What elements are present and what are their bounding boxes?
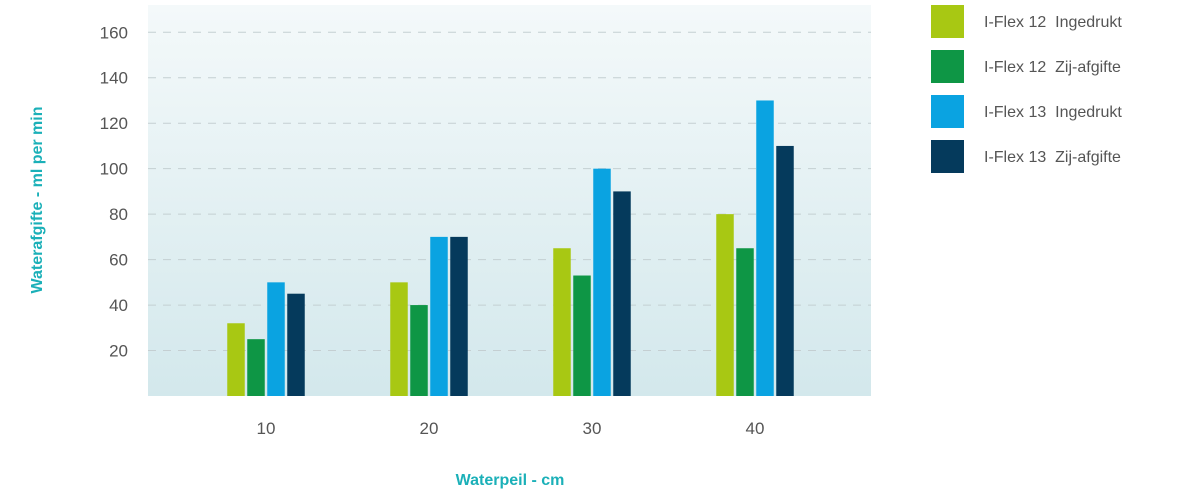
legend-swatch: [931, 140, 964, 173]
y-tick-label: 140: [100, 69, 128, 88]
y-tick-label: 80: [109, 205, 128, 224]
bar: [553, 248, 571, 396]
x-tick-label: 30: [583, 419, 602, 438]
bar: [430, 236, 448, 396]
y-tick-label: 20: [109, 342, 128, 361]
bar: [776, 145, 794, 396]
bar: [247, 339, 265, 396]
legend-swatch: [931, 5, 964, 38]
y-tick-labels: 20 40 60 80 100 120 140 160: [100, 23, 128, 360]
x-axis-title: Waterpeil - cm: [456, 472, 565, 489]
y-tick-label: 40: [109, 296, 128, 315]
y-tick-label: 160: [100, 23, 128, 42]
legend-label: I-Flex 12 Ingedrukt: [984, 14, 1122, 31]
y-tick-label: 120: [100, 114, 128, 133]
bar: [593, 168, 611, 396]
bar: [227, 323, 245, 396]
y-axis-title: Waterafgifte - ml per min: [29, 107, 46, 294]
bar: [410, 305, 428, 396]
bar: [390, 282, 408, 396]
x-tick-labels: 10 20 30 40: [257, 419, 765, 438]
x-tick-label: 10: [257, 419, 276, 438]
bar: [573, 275, 591, 396]
bar: [613, 191, 631, 396]
legend-swatch: [931, 50, 964, 83]
legend-swatch: [931, 95, 964, 128]
bar: [267, 282, 285, 396]
bar: [450, 236, 468, 396]
bar: [287, 293, 305, 396]
legend-label: I-Flex 12 Zij-afgifte: [984, 59, 1121, 76]
legend-label: I-Flex 13 Zij-afgifte: [984, 149, 1121, 166]
bars: [227, 100, 794, 396]
bar: [756, 100, 774, 396]
bar: [736, 248, 754, 396]
bar: [716, 214, 734, 396]
x-tick-label: 20: [420, 419, 439, 438]
legend-label: I-Flex 13 Ingedrukt: [984, 104, 1122, 121]
y-tick-label: 100: [100, 160, 128, 179]
x-tick-label: 40: [746, 419, 765, 438]
y-tick-label: 60: [109, 251, 128, 270]
legend: I-Flex 12 Ingedrukt I-Flex 12 Zij-afgifte…: [931, 5, 1122, 173]
